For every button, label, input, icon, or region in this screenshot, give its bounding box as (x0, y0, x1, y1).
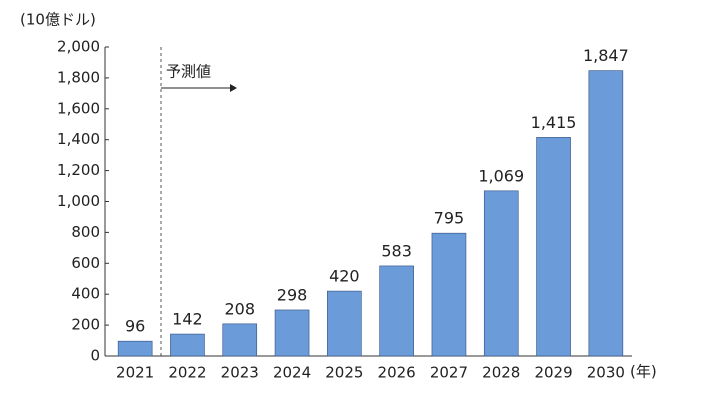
value-label: 420 (329, 267, 360, 286)
y-tick-label: 1,600 (57, 99, 100, 117)
bar (222, 323, 258, 357)
x-tick-label: 2022 (168, 364, 206, 382)
value-label: 208 (224, 299, 255, 318)
y-tick-label: 1,400 (57, 130, 100, 148)
y-tick-label: 600 (71, 254, 100, 272)
y-tick-label: 200 (71, 316, 100, 334)
y-tick-label: 1,200 (57, 161, 100, 179)
x-tick-label: 2030 (587, 364, 625, 382)
bar (379, 265, 414, 357)
x-tick-label: 2029 (534, 364, 572, 382)
x-tick-label: 2028 (482, 364, 520, 382)
y-tick-label: 400 (71, 285, 100, 303)
bar (431, 232, 467, 357)
bar (274, 309, 310, 357)
x-tick-label: 2023 (221, 364, 259, 382)
forecast-arrowhead (230, 84, 237, 92)
y-tick-label: 0 (90, 347, 100, 365)
y-tick-label: 800 (71, 223, 100, 241)
value-label: 583 (381, 241, 412, 260)
bar (483, 190, 519, 357)
value-label: 142 (172, 310, 203, 329)
x-tick-label: 2021 (116, 364, 154, 382)
bar (117, 340, 153, 357)
bar (327, 290, 362, 357)
x-tick-label: 2027 (430, 364, 468, 382)
bar (588, 70, 624, 357)
y-tick-label: 1,000 (57, 192, 100, 210)
x-axis-label: (年) (630, 363, 657, 381)
value-label: 1,847 (583, 46, 629, 65)
value-label: 1,415 (531, 113, 577, 132)
bar (536, 137, 571, 357)
value-label: 795 (434, 209, 465, 228)
y-tick-label: 2,000 (57, 38, 100, 56)
value-label: 298 (277, 285, 308, 304)
value-label: 1,069 (478, 166, 524, 185)
x-tick-label: 2024 (273, 364, 311, 382)
x-tick-label: 2025 (325, 364, 363, 382)
x-tick-label: 2026 (378, 364, 416, 382)
bar (170, 333, 205, 357)
annotation: 予測値 (166, 63, 211, 81)
y-tick-label: 1,800 (57, 68, 100, 86)
value-label: 96 (125, 317, 145, 336)
y-axis-label: (10億ドル) (20, 11, 96, 29)
